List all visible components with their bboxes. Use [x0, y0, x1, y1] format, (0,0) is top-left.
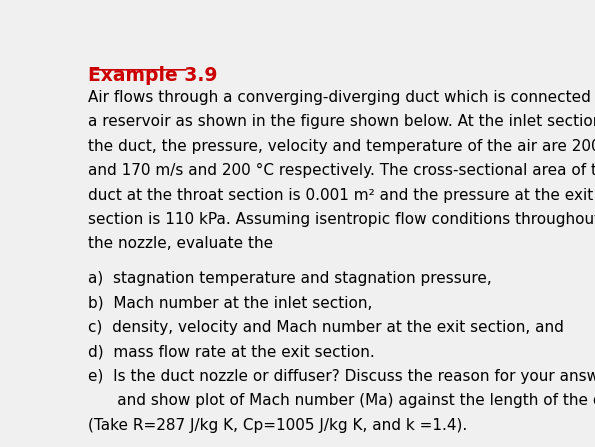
Text: Air flows through a converging-diverging duct which is connected to: Air flows through a converging-diverging…: [88, 90, 595, 105]
Text: duct at the throat section is 0.001 m² and the pressure at the exit: duct at the throat section is 0.001 m² a…: [88, 188, 593, 202]
Text: c)  density, velocity and Mach number at the exit section, and: c) density, velocity and Mach number at …: [88, 320, 564, 335]
Text: Example 3.9: Example 3.9: [88, 66, 218, 84]
Text: (Take R=287 J/kg K, Cp=1005 J/kg K, and k =1.4).: (Take R=287 J/kg K, Cp=1005 J/kg K, and …: [88, 418, 468, 433]
Text: and show plot of Mach number (Ma) against the length of the duct.: and show plot of Mach number (Ma) agains…: [88, 393, 595, 409]
Text: d)  mass flow rate at the exit section.: d) mass flow rate at the exit section.: [88, 345, 375, 359]
Text: section is 110 kPa. Assuming isentropic flow conditions throughout: section is 110 kPa. Assuming isentropic …: [88, 212, 595, 227]
Text: the nozzle, evaluate the: the nozzle, evaluate the: [88, 236, 273, 251]
Text: e)  Is the duct nozzle or diffuser? Discuss the reason for your answer: e) Is the duct nozzle or diffuser? Discu…: [88, 369, 595, 384]
Text: a)  stagnation temperature and stagnation pressure,: a) stagnation temperature and stagnation…: [88, 271, 492, 286]
Text: and 170 m/s and 200 °C respectively. The cross-sectional area of the: and 170 m/s and 200 °C respectively. The…: [88, 163, 595, 178]
Text: b)  Mach number at the inlet section,: b) Mach number at the inlet section,: [88, 295, 372, 311]
Text: a reservoir as shown in the figure shown below. At the inlet section of: a reservoir as shown in the figure shown…: [88, 114, 595, 129]
Text: the duct, the pressure, velocity and temperature of the air are 200 kPa: the duct, the pressure, velocity and tem…: [88, 139, 595, 154]
